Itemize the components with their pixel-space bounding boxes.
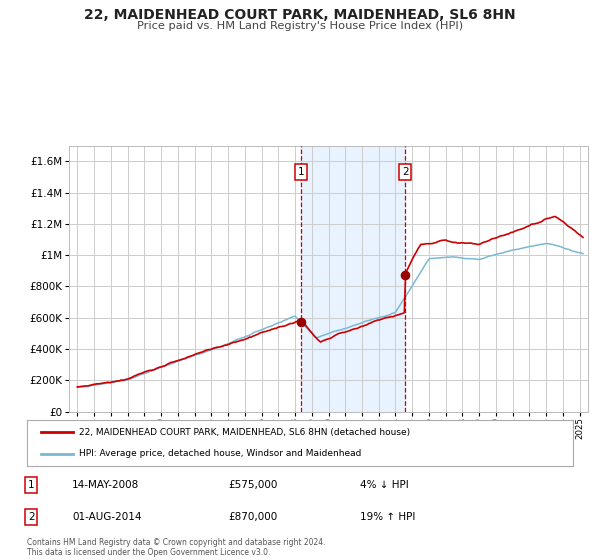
Text: This data is licensed under the Open Government Licence v3.0.: This data is licensed under the Open Gov… bbox=[27, 548, 271, 557]
Point bbox=[296, 317, 306, 326]
Text: 2: 2 bbox=[28, 512, 35, 522]
Text: £870,000: £870,000 bbox=[228, 512, 277, 522]
Point bbox=[400, 271, 410, 280]
Text: £575,000: £575,000 bbox=[228, 480, 277, 490]
Bar bbox=[301, 146, 405, 412]
Text: 14-MAY-2008: 14-MAY-2008 bbox=[72, 480, 139, 490]
Text: 1: 1 bbox=[28, 480, 35, 490]
Text: 01-AUG-2014: 01-AUG-2014 bbox=[72, 512, 142, 522]
Text: 2: 2 bbox=[402, 167, 409, 177]
Text: 19% ↑ HPI: 19% ↑ HPI bbox=[360, 512, 415, 522]
Text: 4% ↓ HPI: 4% ↓ HPI bbox=[360, 480, 409, 490]
Text: Price paid vs. HM Land Registry's House Price Index (HPI): Price paid vs. HM Land Registry's House … bbox=[137, 21, 463, 31]
Text: HPI: Average price, detached house, Windsor and Maidenhead: HPI: Average price, detached house, Wind… bbox=[79, 450, 361, 459]
Text: 1: 1 bbox=[298, 167, 305, 177]
Text: 22, MAIDENHEAD COURT PARK, MAIDENHEAD, SL6 8HN (detached house): 22, MAIDENHEAD COURT PARK, MAIDENHEAD, S… bbox=[79, 428, 410, 437]
Text: Contains HM Land Registry data © Crown copyright and database right 2024.: Contains HM Land Registry data © Crown c… bbox=[27, 538, 325, 547]
Text: 22, MAIDENHEAD COURT PARK, MAIDENHEAD, SL6 8HN: 22, MAIDENHEAD COURT PARK, MAIDENHEAD, S… bbox=[84, 8, 516, 22]
